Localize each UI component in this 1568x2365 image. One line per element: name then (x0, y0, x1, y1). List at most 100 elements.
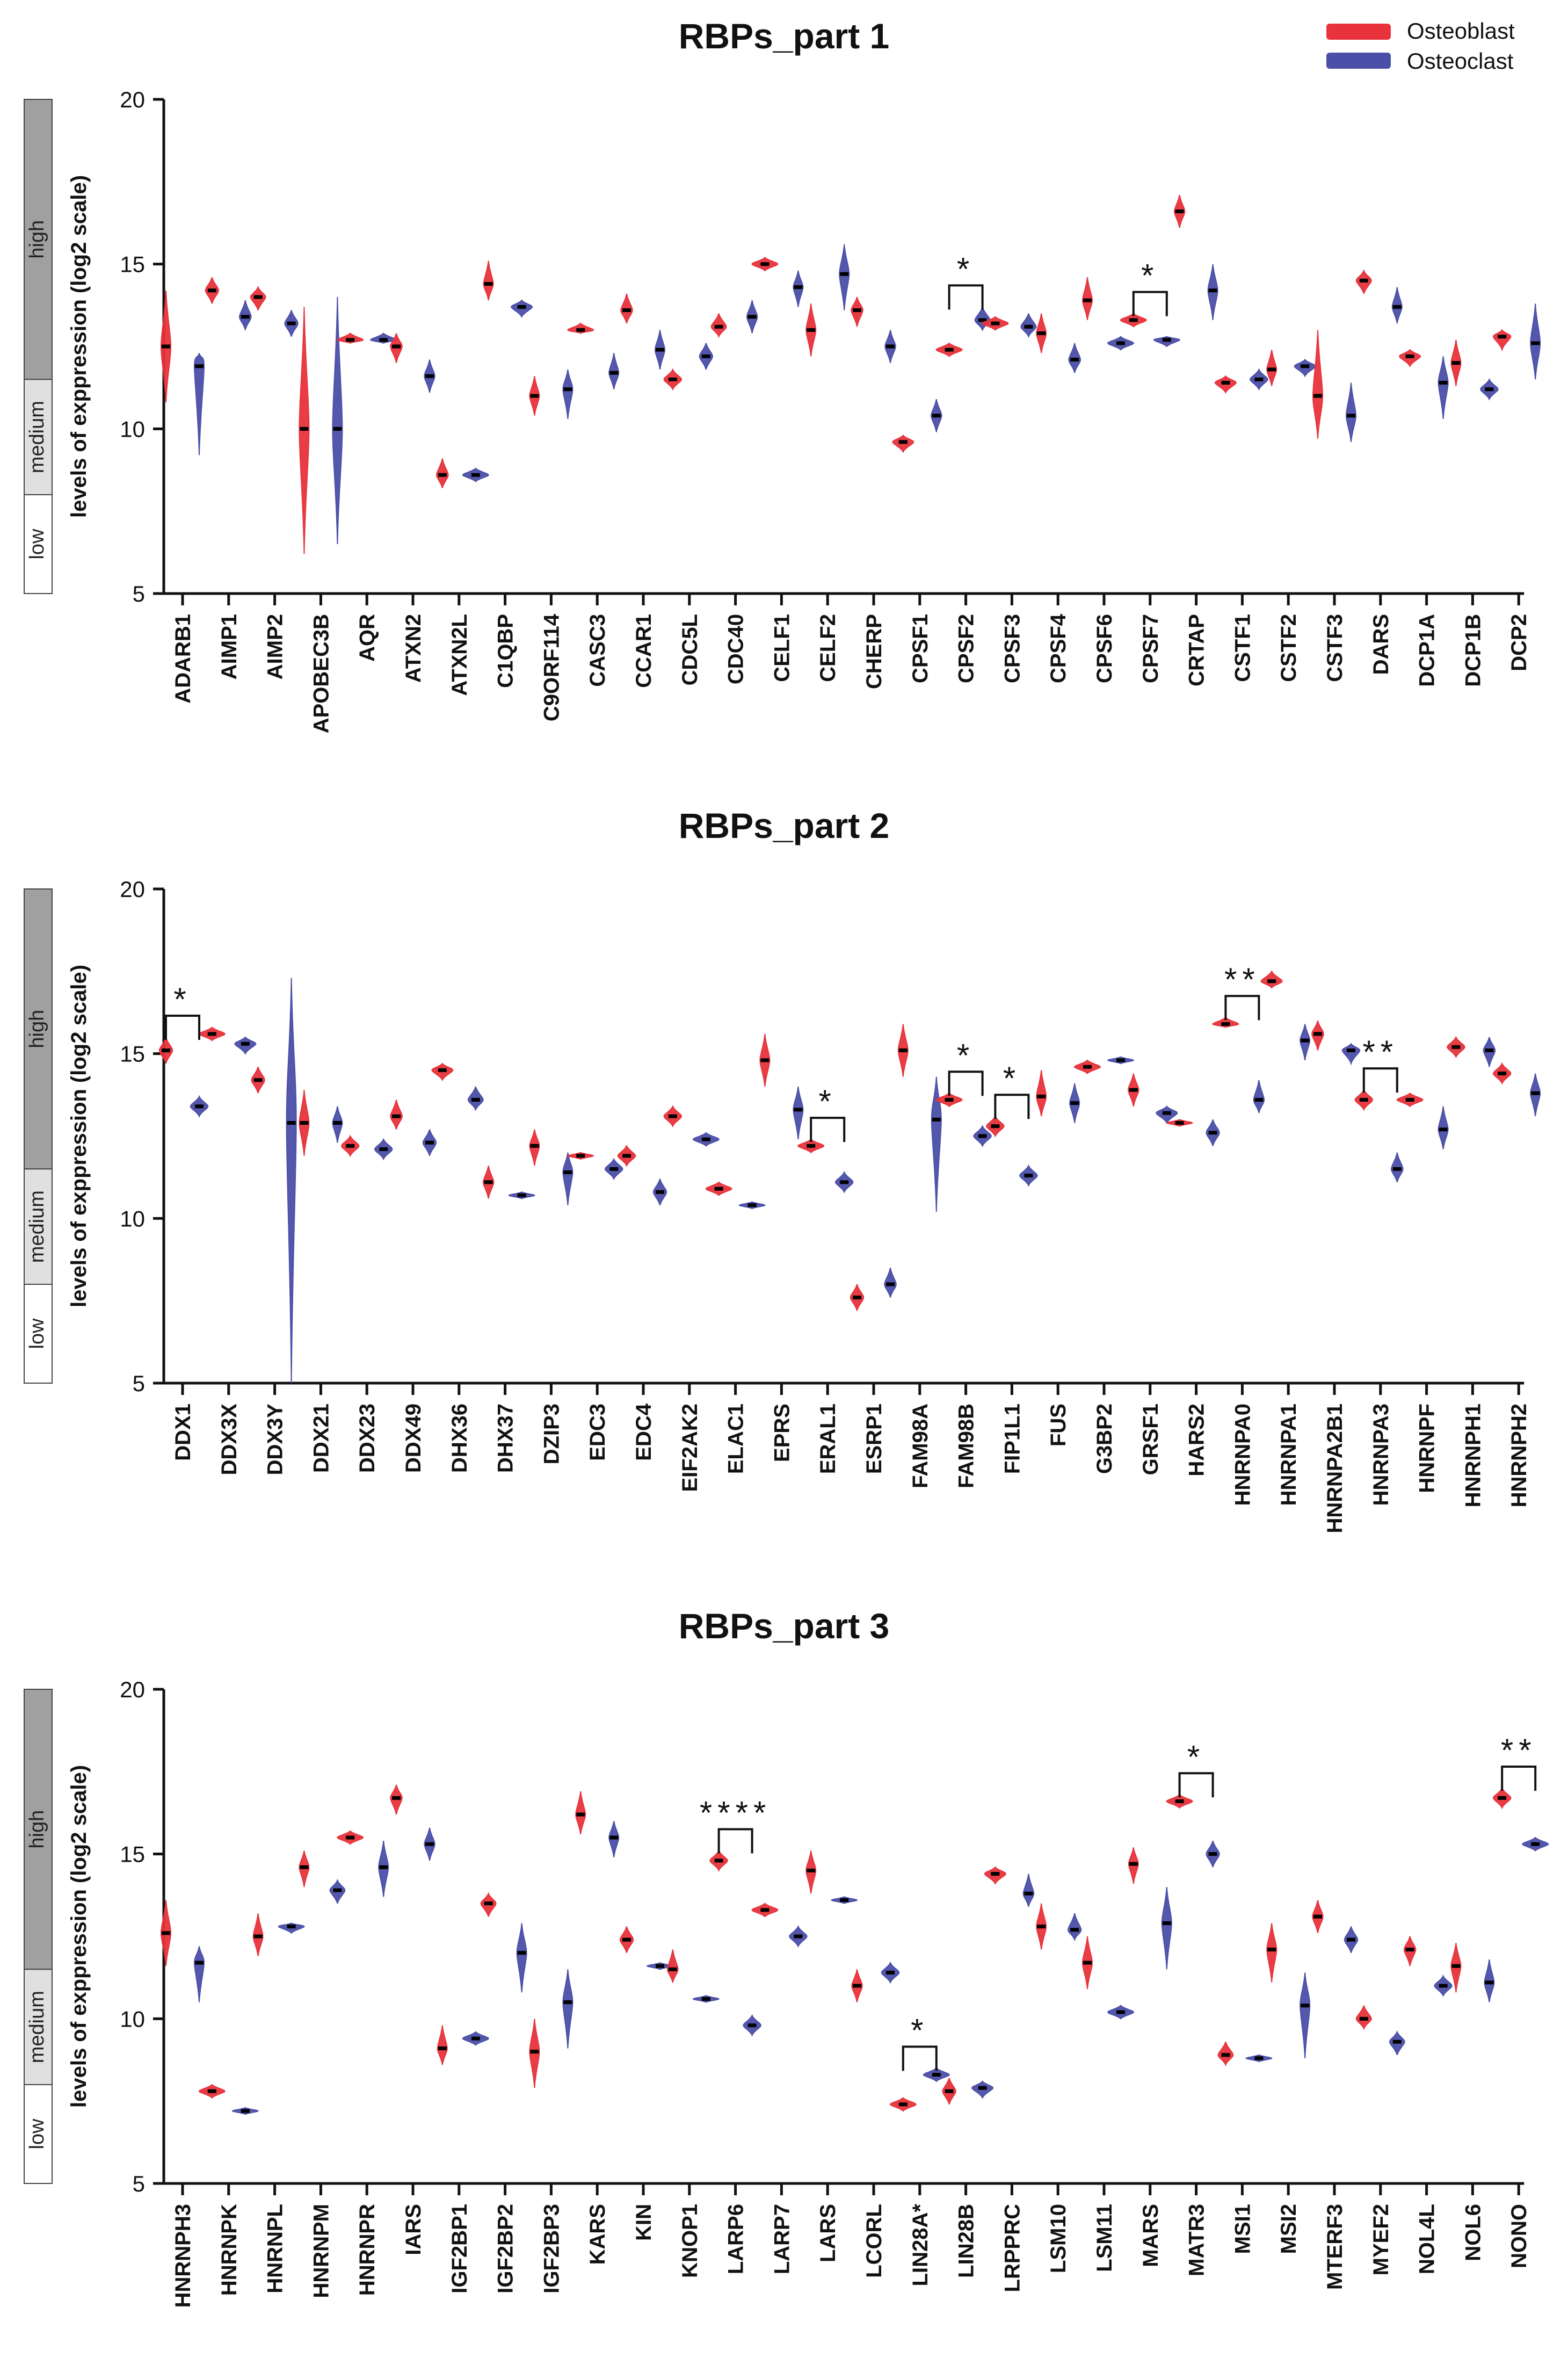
violin-osteoclast-ddx3y (286, 978, 297, 1384)
x-tick-label-dcp2: DCP2 (1507, 614, 1531, 671)
x-tick-label-cpsf3: CPSF3 (1000, 614, 1024, 683)
chart-title: RBPs_part 3 (679, 1606, 890, 1646)
x-tick-label-igf2bp2: IGF2BP2 (494, 2204, 518, 2294)
significance-stars-hnrnpa0: ** (1224, 961, 1260, 997)
y-tick-label: 20 (120, 877, 145, 902)
x-tick-label-hnrnpr: HNRNPR (355, 2204, 379, 2296)
x-tick-label-ddx1: DDX1 (171, 1404, 195, 1461)
significance-stars-cpsf7: * (1141, 258, 1159, 294)
x-tick-label-cstf1: CSTF1 (1231, 614, 1254, 682)
x-tick-label-nol4l: NOL4L (1415, 2204, 1439, 2274)
x-tick-label-nol6: NOL6 (1461, 2204, 1485, 2261)
x-tick-label-mars: MARS (1139, 2204, 1163, 2267)
x-tick-label-knop1: KNOP1 (678, 2204, 702, 2278)
x-tick-label-cstf2: CSTF2 (1277, 614, 1301, 682)
x-tick-label-nono: NONO (1507, 2204, 1531, 2268)
violin-osteoclast-dzip3 (562, 1152, 574, 1205)
x-tick-label-dzip3: DZIP3 (540, 1404, 563, 1464)
x-tick-label-dhx36: DHX36 (448, 1404, 471, 1473)
x-tick-label-grsf1: GRSF1 (1139, 1404, 1163, 1475)
x-tick-label-msi1: MSI1 (1231, 2204, 1254, 2254)
legend-swatch-osteoclast (1326, 53, 1391, 69)
x-tick-label-mterf3: MTERF3 (1323, 2204, 1347, 2290)
significance-bracket-nono (1501, 1766, 1537, 1791)
x-tick-label-celf2: CELF2 (816, 614, 840, 682)
x-tick-label-cpsf1: CPSF1 (909, 614, 932, 683)
x-tick-label-eral1: ERAL1 (816, 1404, 840, 1474)
violin-osteoclast-mars (1161, 1886, 1172, 1970)
x-tick-label-aqr: AQR (355, 614, 379, 662)
level-band-low (24, 1284, 53, 1384)
y-tick-label: 5 (133, 581, 145, 606)
x-tick-label-c1qbp: C1QBP (494, 614, 518, 688)
panel-3: RBPs_part 3 high medium low levels of exppre… (24, 1606, 1549, 2308)
x-tick-label-eif2ak2: EIF2AK2 (678, 1404, 702, 1492)
violin-osteoclast-igf2bp2 (516, 1923, 527, 1993)
x-tick-label-hars2: HARS2 (1185, 1404, 1209, 1477)
x-tick-label-ccar1: CCAR1 (632, 614, 656, 688)
y-tick-label: 20 (120, 1677, 145, 1702)
y-tick-label: 10 (120, 2006, 145, 2031)
x-tick-label-cpsf2: CPSF2 (955, 614, 978, 683)
x-tick-label-fip1l1: FIP1L1 (1000, 1404, 1024, 1474)
x-tick-label-esrp1: ESRP1 (862, 1404, 886, 1474)
significance-bracket-ddx1 (165, 1015, 200, 1040)
legend: Osteoblast Osteoclast (1326, 18, 1515, 74)
x-tick-label-elac1: ELAC1 (724, 1404, 748, 1474)
x-tick-label-hnrnpa0: HNRNPA0 (1231, 1404, 1254, 1506)
x-tick-label-cherp: CHERP (862, 614, 886, 689)
legend-label-osteoblast: Osteoblast (1407, 18, 1515, 44)
x-tick-label-larp6: LARP6 (724, 2204, 748, 2274)
x-tick-label-hnrnph1: HNRNPH1 (1461, 1404, 1485, 1507)
y-tick-label: 10 (120, 416, 145, 442)
significance-bracket-hnrnpa3 (1362, 1067, 1398, 1093)
level-label-high: high (26, 1010, 48, 1048)
y-axis-label: levels of exppression (log2 scale) (67, 965, 91, 1307)
x-tick-label-fam98b: FAM98B (955, 1404, 978, 1488)
violin-osteoblast-cstf3 (1312, 330, 1324, 439)
x-tick-label-hnrnpa3: HNRNPA3 (1369, 1404, 1393, 1506)
significance-bracket-eral1 (810, 1117, 846, 1142)
legend-label-osteoclast: Osteoclast (1407, 48, 1514, 74)
y-axis-label: levels of exppression (log2 scale) (67, 1765, 91, 2108)
significance-bracket-fam98b (948, 1071, 984, 1096)
x-tick-label-myef2: MYEF2 (1369, 2204, 1393, 2275)
x-tick-label-dars: DARS (1369, 614, 1393, 675)
significance-stars-larp6: **** (700, 1795, 771, 1831)
violin-osteoblast-msi2 (1266, 1923, 1277, 1983)
x-tick-label-c9orf114: C9ORF114 (540, 613, 563, 721)
x-tick-label-apobec3b: APOBEC3B (309, 614, 333, 733)
y-tick-label: 10 (120, 1206, 145, 1231)
significance-stars-matr3: * (1187, 1739, 1205, 1775)
x-tick-label-lsm11: LSM11 (1093, 2204, 1116, 2272)
significance-stars-eral1: * (819, 1083, 837, 1119)
x-tick-label-kars: KARS (586, 2204, 609, 2265)
x-tick-label-lcorl: LCORL (862, 2204, 886, 2278)
level-band-low (24, 2084, 53, 2184)
x-tick-label-lsm10: LSM10 (1047, 2204, 1070, 2273)
violin-osteoclast-dcp1a (1438, 356, 1449, 419)
x-tick-label-g3bp2: G3BP2 (1093, 1404, 1116, 1474)
violin-osteoclast-lrpprc (1022, 1874, 1035, 1907)
x-tick-label-eprs: EPRS (770, 1404, 794, 1462)
violin-osteoclast-cstf3 (1345, 382, 1357, 442)
x-tick-label-cdc40: CDC40 (724, 614, 748, 684)
significance-stars-ddx1: * (173, 981, 191, 1017)
x-tick-label-hnrnpm: HNRNPM (309, 2204, 333, 2298)
legend-swatch-osteoblast (1326, 24, 1391, 40)
violin-osteoclast-lsm10 (1068, 1913, 1082, 1942)
violin-osteoblast-knop1 (667, 1949, 679, 1983)
violin-osteoclast-c9orf114 (562, 369, 574, 420)
significance-bracket-hnrnpa0 (1224, 995, 1260, 1021)
x-tick-label-iars: IARS (402, 2204, 425, 2255)
level-band-medium (24, 1969, 53, 2085)
x-tick-label-casc3: CASC3 (586, 614, 609, 687)
level-band-high (24, 1689, 53, 1970)
y-tick-label: 15 (120, 1042, 145, 1067)
violin-osteoclast-igf2bp3 (562, 1969, 574, 2049)
x-tick-label-hnrnpl: HNRNPL (264, 2204, 287, 2294)
x-tick-label-hnrnpf: HNRNPF (1415, 1404, 1439, 1493)
level-label-low: low (26, 1318, 48, 1349)
x-tick-label-lars: LARS (816, 2204, 840, 2262)
